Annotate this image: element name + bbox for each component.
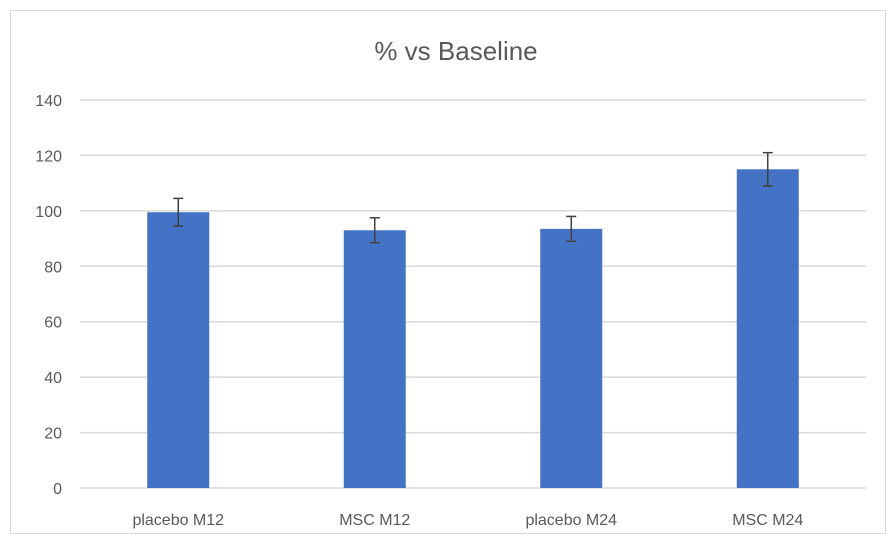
bar bbox=[147, 212, 210, 488]
x-tick-label: MSC M24 bbox=[732, 512, 803, 529]
bar bbox=[736, 169, 799, 489]
bars bbox=[147, 169, 799, 489]
y-tick-label: 40 bbox=[44, 370, 62, 387]
chart-title: % vs Baseline bbox=[374, 36, 537, 66]
x-tick-label: placebo M24 bbox=[525, 512, 617, 529]
error-bars bbox=[173, 151, 773, 244]
y-tick-label: 120 bbox=[35, 148, 62, 165]
x-axis-tick-labels: placebo M12 MSC M12 placebo M24 MSC M24 bbox=[132, 512, 803, 529]
error-bar bbox=[762, 151, 773, 187]
x-tick-label: MSC M12 bbox=[339, 512, 410, 529]
x-tick-label: placebo M12 bbox=[132, 512, 224, 529]
error-bar bbox=[173, 197, 184, 227]
y-tick-label: 0 bbox=[53, 481, 62, 498]
y-tick-label: 140 bbox=[35, 93, 62, 110]
y-tick-label: 80 bbox=[44, 259, 62, 276]
gridlines bbox=[80, 99, 866, 489]
y-tick-label: 20 bbox=[44, 426, 62, 443]
bar bbox=[343, 230, 406, 488]
error-bar bbox=[566, 215, 577, 243]
y-tick-label: 60 bbox=[44, 315, 62, 332]
y-tick-label: 100 bbox=[35, 204, 62, 221]
y-axis-tick-labels: 0 20 40 60 80 100 120 140 bbox=[35, 93, 62, 498]
error-bar bbox=[369, 217, 380, 244]
bar bbox=[540, 228, 603, 488]
